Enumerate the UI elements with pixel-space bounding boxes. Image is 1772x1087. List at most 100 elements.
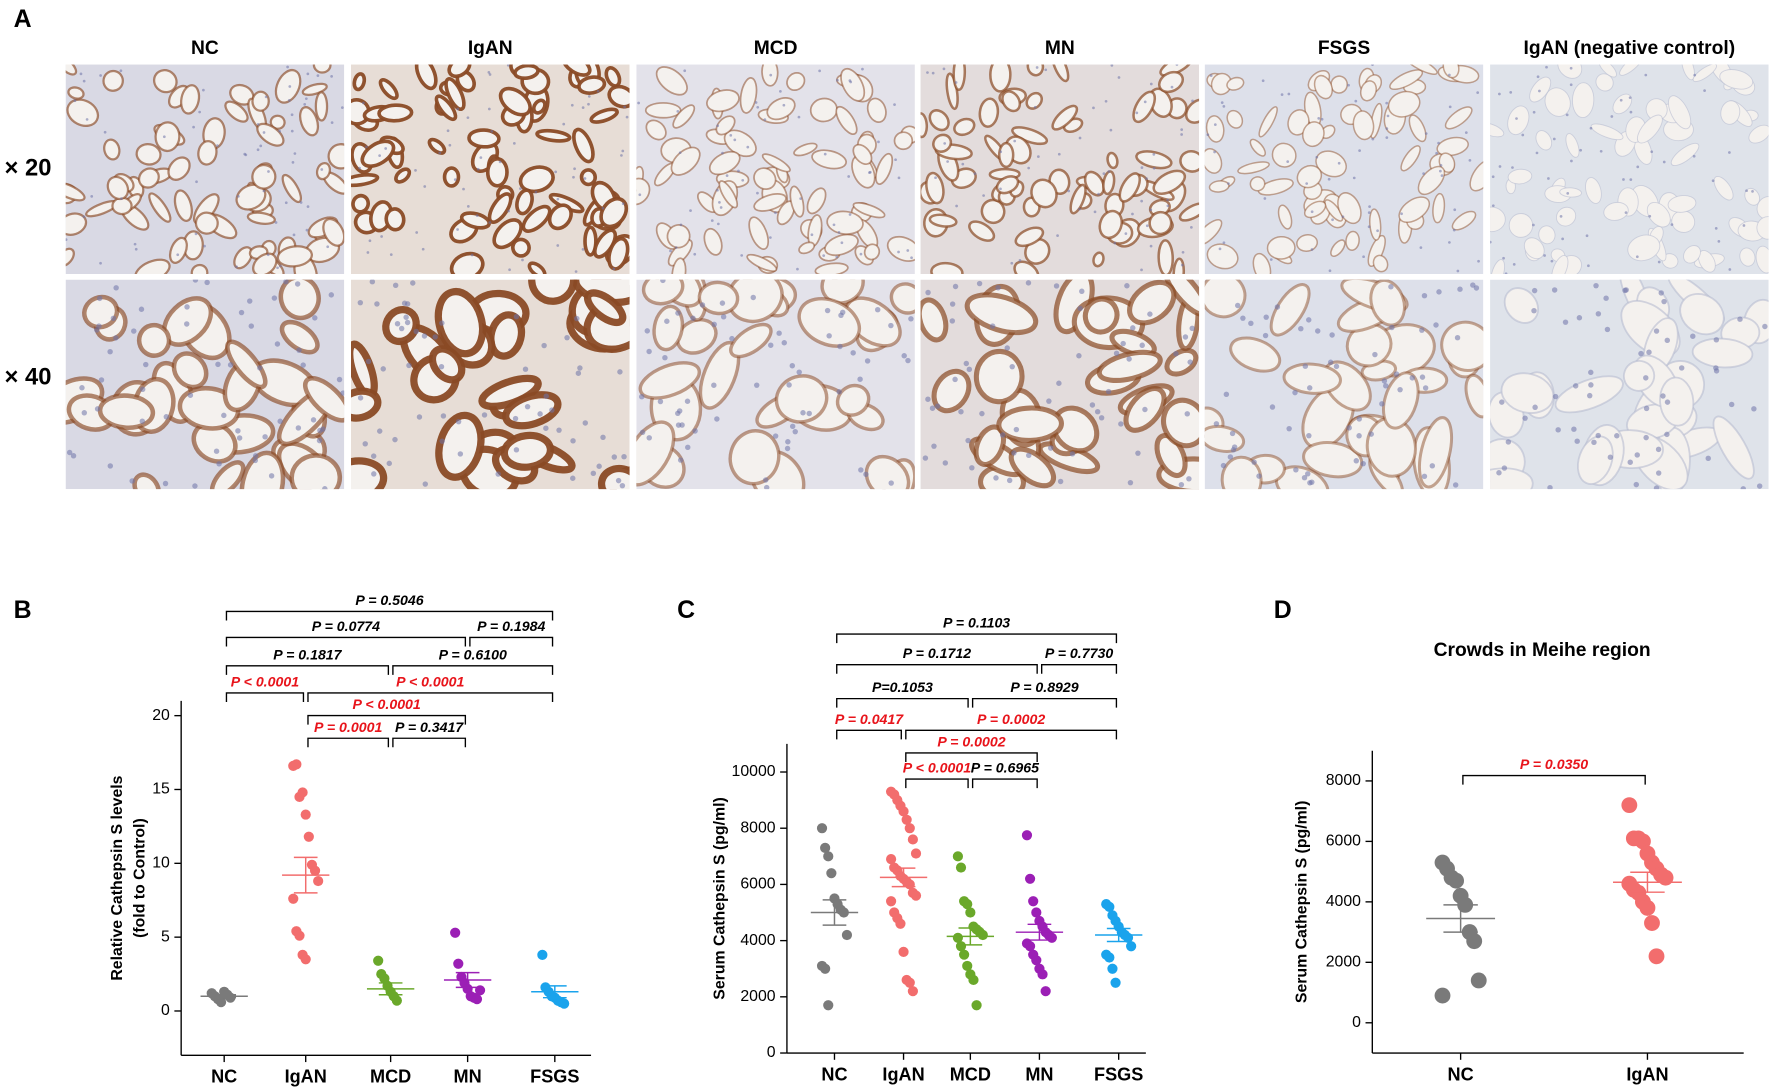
tubule [561,64,592,77]
nucleus [365,145,368,149]
nucleus [729,335,735,342]
nucleus [475,214,479,217]
nucleus [848,213,852,216]
nucleus [288,85,292,88]
nucleus [1301,474,1308,481]
nucleus [1614,433,1620,439]
nucleus [519,187,522,191]
nucleus [394,321,401,327]
tubule [1249,176,1266,192]
tubule [209,460,246,490]
nucleus [893,103,896,107]
dot [559,998,570,1009]
nucleus [1509,91,1513,94]
nucleus [369,279,376,285]
nucleus [1251,459,1257,465]
nucleus [995,285,1001,291]
nucleus [256,148,260,152]
bracket [225,692,305,703]
nucleus [574,270,578,273]
nucleus [577,365,583,371]
nucleus [1476,91,1480,94]
nucleus [721,151,724,155]
nucleus [714,416,720,422]
tubule [748,216,770,250]
tubule [1442,64,1460,79]
nucleus [1227,182,1230,185]
nucleus [837,230,841,234]
tubule [137,167,160,189]
nucleus [107,348,113,355]
nucleus [1535,151,1539,155]
nucleus [946,160,949,163]
nucleus [1143,100,1147,104]
nucleus [746,145,750,149]
nucleus [82,215,86,219]
nucleus [312,315,318,321]
nucleus [1657,260,1661,264]
p-value: P = 0.0001 [314,719,382,735]
p-value: P < 0.0001 [396,674,464,690]
y-tick-label: 10 [152,855,170,872]
nucleus [699,302,706,308]
nucleus [1622,287,1628,294]
nucleus [792,428,798,435]
nucleus [729,133,733,137]
dot [965,907,976,918]
nucleus [1113,350,1120,357]
tubule [572,127,595,164]
nucleus [276,266,279,270]
tubule [535,128,572,143]
nucleus [1588,369,1594,376]
nucleus [1026,452,1032,459]
nucleus [1569,66,1573,70]
nucleus [999,150,1003,154]
nucleus [252,457,259,464]
nucleus [1280,93,1284,96]
nucleus [716,124,720,128]
nucleus [1692,154,1696,158]
nucleus [1327,359,1334,365]
nucleus [1511,166,1514,169]
nucleus [1536,75,1540,79]
nucleus [1120,340,1126,347]
tubule [583,289,627,327]
nucleus [1521,133,1525,137]
nucleus [1011,450,1017,456]
dot [977,929,988,941]
nucleus [81,410,88,416]
tubule [487,311,526,360]
nucleus [466,204,470,208]
y-axis-label: Relative Cathepsin S levels [109,775,126,980]
nucleus [268,473,275,479]
tubule [1205,115,1225,143]
tubule [378,78,399,101]
nucleus [763,484,770,490]
nucleus [894,158,897,162]
dot [1644,915,1660,931]
nucleus [750,294,756,301]
nucleus [264,95,268,99]
nucleus [438,151,442,155]
nucleus [1227,454,1234,460]
nucleus [192,125,195,129]
nucleus [256,122,260,126]
nucleus [357,299,364,306]
nucleus [1027,166,1031,170]
tubule [1161,397,1200,449]
nucleus [139,418,146,424]
nucleus [1078,207,1081,211]
nucleus [284,201,288,205]
p-value: P = 0.6965 [971,760,1040,776]
nucleus [779,90,782,93]
tubule [148,192,172,223]
nucleus [322,486,328,490]
nucleus [215,361,221,368]
nucleus [1690,333,1696,339]
nucleus [292,233,296,237]
nucleus [1175,64,1179,66]
nucleus [1477,259,1480,263]
nucleus [1139,342,1145,348]
nucleus [859,252,863,256]
nucleus [213,448,220,454]
